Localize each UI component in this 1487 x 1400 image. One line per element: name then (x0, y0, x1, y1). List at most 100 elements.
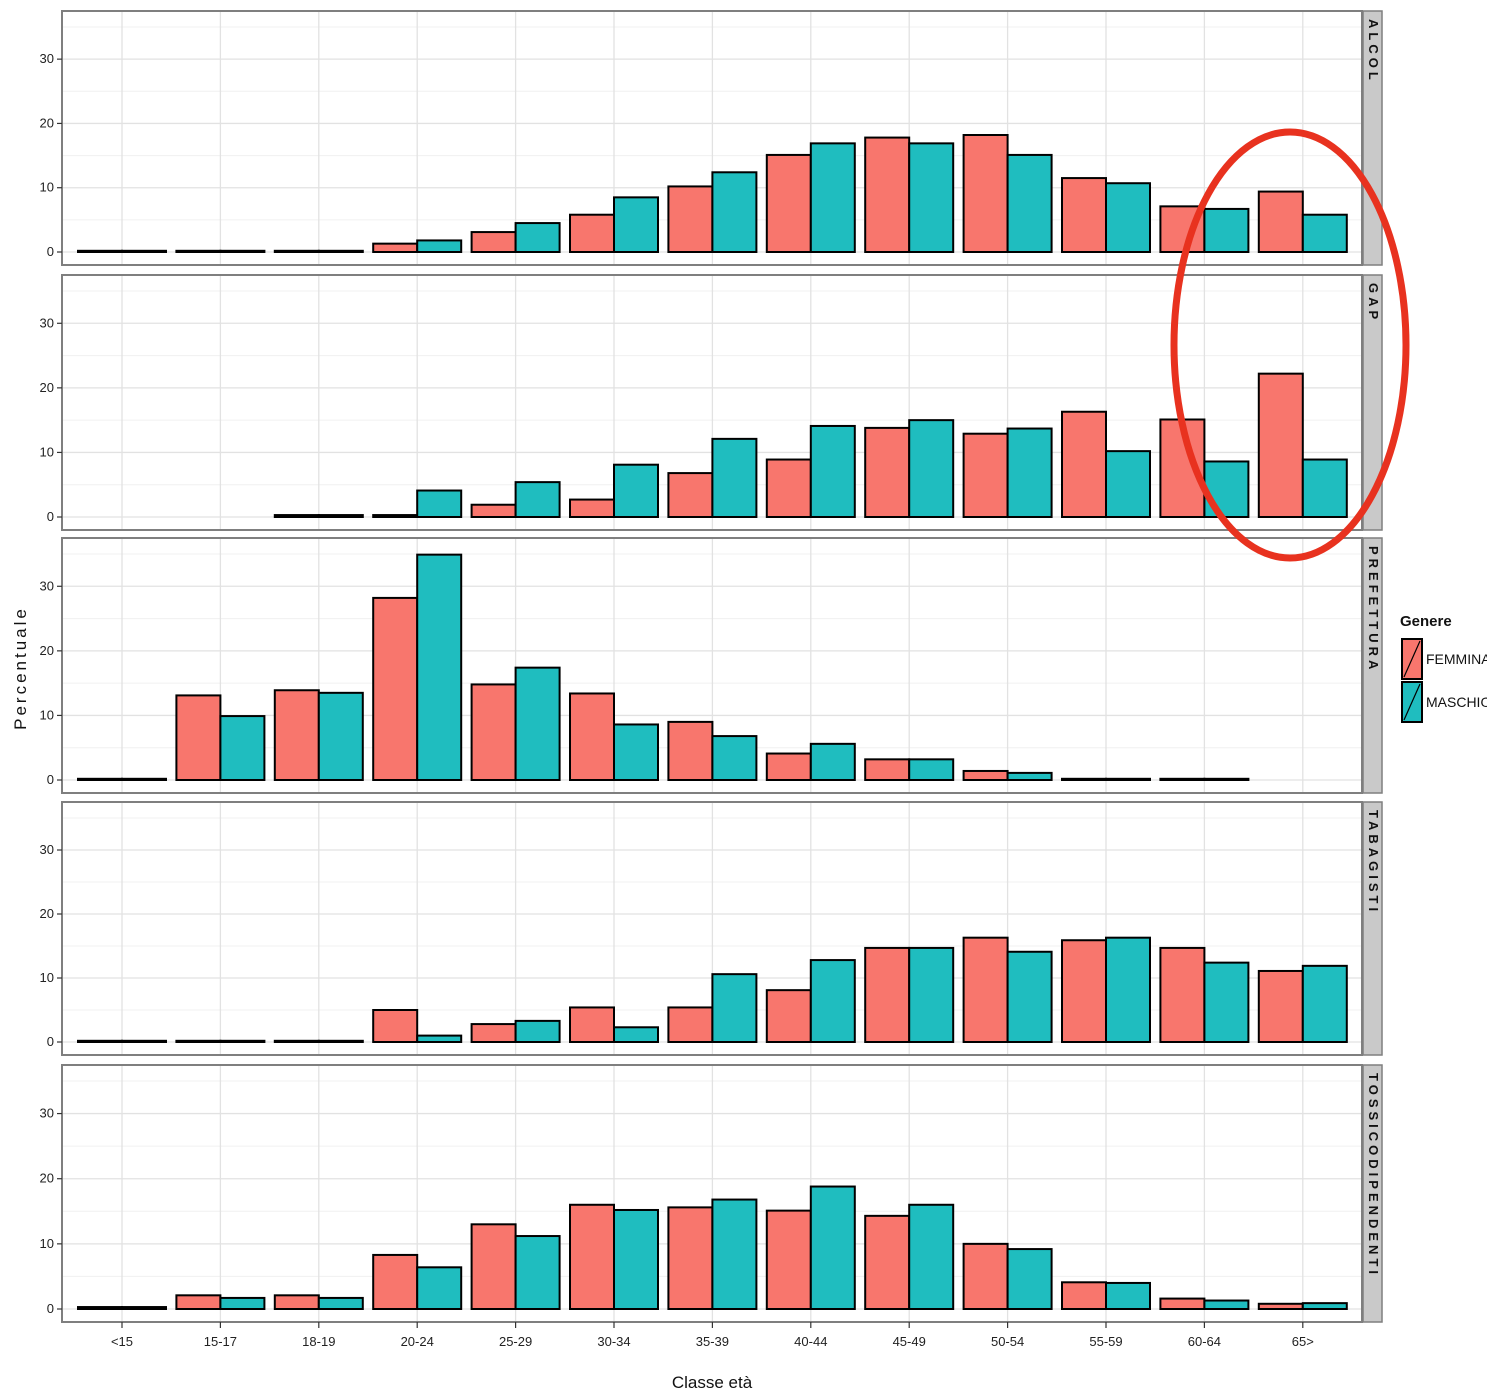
bar-femmina-45-49 (864, 426, 911, 518)
bar-maschio-60-64 (1203, 777, 1250, 781)
bar-femmina-40-44 (765, 153, 812, 253)
bar-maschio-20-24 (416, 1266, 463, 1311)
bar-femmina-25-29 (470, 503, 517, 518)
bar-maschio-45-49 (908, 142, 955, 254)
facet-panel-gap: 0 10 20 30 GAP (40, 274, 1383, 531)
y-tick-label: 30 (40, 315, 54, 330)
bar-maschio-30-34 (613, 723, 659, 781)
bar-femmina-30-34 (569, 1203, 615, 1311)
bar-maschio-55-59 (1105, 777, 1151, 781)
bar-maschio-30-34 (613, 463, 659, 518)
bar-maschio-65> (1301, 1302, 1348, 1310)
bar-femmina-40-44 (765, 1209, 812, 1310)
bar-maschio-35-39 (711, 437, 758, 518)
bar-maschio-50-54 (1006, 771, 1053, 782)
bar-femmina-35-39 (667, 720, 714, 782)
bar-femmina-65> (1257, 969, 1304, 1044)
x-tick-label: 45-49 (893, 1334, 926, 1349)
x-tick-label: 25-29 (499, 1334, 532, 1349)
y-tick-label: 0 (47, 509, 54, 524)
bar-maschio-15-17 (219, 1039, 266, 1044)
x-tick-label: 35-39 (696, 1334, 729, 1349)
bar-maschio-35-39 (711, 973, 758, 1043)
bar-femmina-18-19 (273, 1039, 320, 1044)
bar-femmina-25-29 (470, 683, 517, 781)
facet-strip (1362, 274, 1383, 531)
bar-femmina-35-39 (667, 185, 714, 253)
bar-femmina-30-34 (569, 213, 615, 253)
bar-maschio-65> (1301, 964, 1348, 1044)
bar-maschio-25-29 (514, 1019, 561, 1044)
facet-strip-label: GAP (1366, 283, 1381, 323)
bar-maschio-<15 (121, 249, 167, 254)
bar-maschio-45-49 (908, 946, 955, 1043)
bar-femmina-45-49 (864, 758, 911, 782)
bar-femmina-50-54 (962, 769, 1009, 782)
legend-label-femmina: FEMMINA (1426, 651, 1487, 667)
bar-maschio-30-34 (613, 196, 659, 254)
bar-femmina-15-17 (175, 1294, 222, 1310)
bar-femmina-30-34 (569, 1006, 615, 1044)
panel-border (61, 537, 1363, 794)
bar-femmina-35-39 (667, 1206, 714, 1311)
bar-femmina-55-59 (1061, 177, 1107, 253)
facet-panel-tabagisti: 0 10 20 30 TABAGISTI (40, 801, 1383, 1056)
x-tick-label: 18-19 (302, 1334, 335, 1349)
bar-femmina-50-54 (962, 134, 1009, 253)
bar-maschio-40-44 (809, 959, 856, 1044)
bar-maschio-18-19 (317, 514, 364, 519)
y-tick-label: 0 (47, 1301, 54, 1316)
bar-femmina-55-59 (1061, 777, 1107, 781)
bar-femmina-20-24 (372, 596, 419, 781)
facet-strip-label: TOSSICODIPENDENTI (1366, 1073, 1381, 1278)
bar-maschio-20-24 (416, 489, 463, 519)
y-tick-label: 30 (40, 842, 54, 857)
bar-femmina-18-19 (273, 689, 320, 782)
bar-maschio-18-19 (317, 691, 364, 781)
bar-femmina-20-24 (372, 514, 419, 519)
bar-maschio-18-19 (317, 1296, 364, 1310)
bar-maschio-45-49 (908, 419, 955, 518)
bar-femmina-20-24 (372, 242, 419, 253)
bar-femmina-18-19 (273, 249, 320, 254)
bar-femmina-55-59 (1061, 410, 1107, 518)
bar-maschio-35-39 (711, 735, 758, 782)
x-tick-label: 30-34 (597, 1334, 630, 1349)
bar-femmina-50-54 (962, 432, 1009, 518)
bar-maschio-65> (1301, 458, 1348, 519)
y-tick-label: 10 (40, 1236, 54, 1251)
bar-femmina-25-29 (470, 231, 517, 253)
bar-maschio-30-34 (613, 1208, 659, 1311)
bar-maschio-25-29 (514, 1235, 561, 1311)
bar-femmina-65> (1257, 1302, 1304, 1311)
bar-femmina-<15 (77, 1039, 123, 1044)
bar-femmina-45-49 (864, 946, 911, 1043)
bar-femmina-<15 (77, 777, 123, 781)
panel-border (61, 10, 1363, 266)
facet-panel-alcol: 0 10 20 30 ALCOL (40, 10, 1383, 266)
bar-femmina-35-39 (667, 472, 714, 519)
bar-maschio-55-59 (1105, 1281, 1151, 1311)
y-tick-label: 30 (40, 578, 54, 593)
bar-femmina-45-49 (864, 1214, 911, 1310)
bar-maschio-50-54 (1006, 950, 1053, 1044)
bar-maschio-20-24 (416, 553, 463, 781)
bar-femmina-30-34 (569, 692, 615, 782)
bar-femmina-15-17 (175, 1039, 222, 1044)
bar-maschio-15-17 (219, 715, 266, 781)
y-tick-label: 10 (40, 180, 54, 195)
bar-femmina-65> (1257, 372, 1304, 518)
bar-maschio-18-19 (317, 1039, 364, 1044)
bar-maschio-60-64 (1203, 961, 1250, 1044)
bar-maschio-35-39 (711, 171, 758, 254)
bar-femmina-60-64 (1159, 777, 1206, 781)
x-tick-label: 65> (1292, 1334, 1314, 1349)
bar-maschio-20-24 (416, 239, 463, 254)
x-tick-label: 55-59 (1089, 1334, 1122, 1349)
bar-maschio-60-64 (1203, 460, 1250, 518)
bar-maschio-18-19 (317, 249, 364, 254)
legend-label-maschio: MASCHIO (1426, 694, 1487, 710)
bar-femmina-18-19 (273, 514, 320, 519)
bar-maschio-40-44 (809, 742, 856, 782)
x-tick-label: 20-24 (401, 1334, 434, 1349)
